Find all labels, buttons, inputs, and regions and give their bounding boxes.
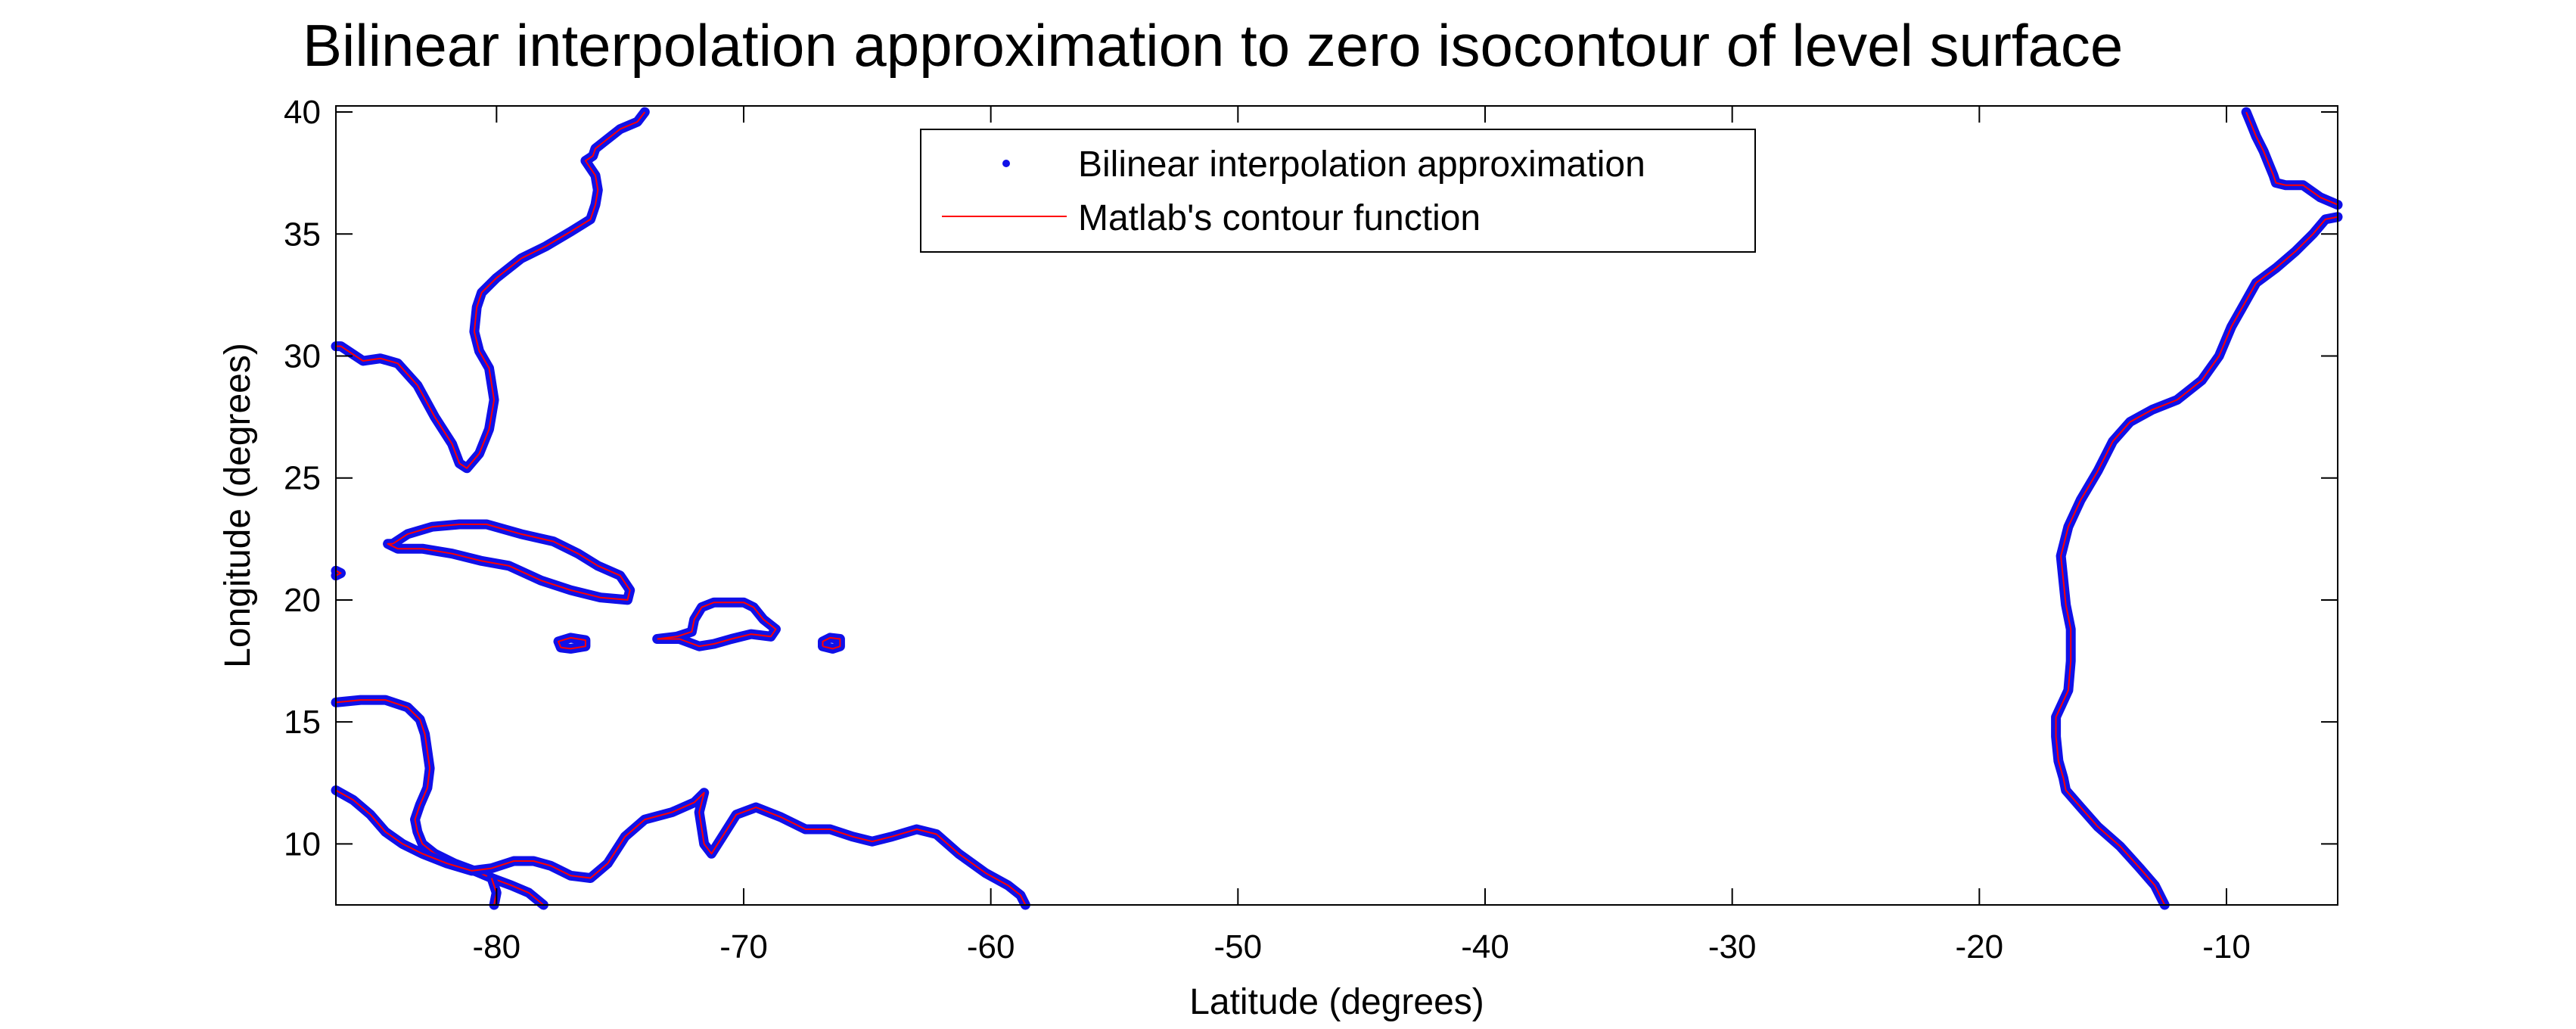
contour-us-east-coast bbox=[331, 107, 650, 474]
y-tick-label: 25 bbox=[284, 460, 321, 497]
y-tick-label: 30 bbox=[284, 338, 321, 375]
contour-colombia-inland bbox=[486, 873, 502, 910]
legend: Bilinear interpolation approximation Mat… bbox=[920, 129, 1756, 253]
matlab-contour-line bbox=[2055, 216, 2338, 906]
y-tick-label: 40 bbox=[284, 94, 321, 131]
contour-jamaica bbox=[553, 633, 591, 654]
x-tick-label: -10 bbox=[2202, 928, 2251, 965]
matlab-contour-line bbox=[387, 524, 631, 601]
x-tick-label: -20 bbox=[1956, 928, 2004, 965]
matlab-contour-line bbox=[335, 789, 1027, 906]
x-axis-label: Latitude (degrees) bbox=[1189, 982, 1484, 1022]
chart-title: Bilinear interpolation approximation to … bbox=[303, 12, 2123, 79]
y-tick-label: 20 bbox=[284, 582, 321, 619]
y-tick-label: 15 bbox=[284, 704, 321, 741]
matlab-contour-line bbox=[822, 636, 841, 650]
y-axis: 10 15 20 25 30 35 40 bbox=[284, 94, 2338, 863]
x-tick-label: -60 bbox=[967, 928, 1015, 965]
matlab-contour-line bbox=[336, 111, 646, 469]
legend-dot-marker bbox=[1002, 160, 1010, 167]
contour-south-america-north bbox=[331, 785, 1030, 910]
contour-cuba bbox=[383, 519, 635, 605]
x-tick-label: -50 bbox=[1214, 928, 1263, 965]
contour-west-africa-coast bbox=[2051, 212, 2343, 910]
matlab-contour-line bbox=[335, 570, 342, 577]
contour-layer bbox=[331, 107, 2343, 910]
x-tick-label: -30 bbox=[1708, 928, 1757, 965]
contour-europe-africa-coast bbox=[2241, 107, 2343, 210]
contour-hispaniola bbox=[652, 597, 781, 651]
y-tick-label: 10 bbox=[284, 825, 321, 863]
plot-frame bbox=[335, 105, 2338, 906]
legend-box bbox=[920, 129, 1756, 253]
legend-entry-contour: Matlab's contour function bbox=[1078, 198, 1481, 238]
y-axis-label: Longitude (degrees) bbox=[218, 343, 258, 668]
x-axis: -80 -70 -60 -50 -40 -30 -20 -10 bbox=[473, 106, 2251, 965]
contour-western-edge-point bbox=[331, 565, 346, 581]
y-tick-label: 35 bbox=[284, 216, 321, 253]
matlab-contour-line bbox=[657, 602, 777, 648]
matlab-contour-line bbox=[2245, 111, 2338, 206]
x-tick-label: -70 bbox=[719, 928, 768, 965]
matlab-contour-line bbox=[558, 636, 586, 650]
x-tick-label: -40 bbox=[1461, 928, 1509, 965]
contour-puerto-rico bbox=[818, 633, 845, 654]
x-tick-label: -80 bbox=[473, 928, 521, 965]
legend-entry-approximation: Bilinear interpolation approximation bbox=[1078, 145, 1645, 185]
